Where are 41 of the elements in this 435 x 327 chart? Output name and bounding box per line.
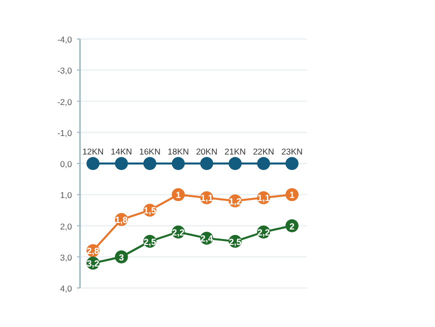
- y-tick-label: 3,0: [60, 252, 72, 262]
- point: [86, 157, 100, 170]
- data-label: 1,5: [144, 206, 156, 216]
- y-tick-label: -2,0: [57, 96, 72, 107]
- x-tick-label: 21KN: [224, 146, 246, 156]
- point: [228, 157, 242, 170]
- point: [172, 157, 185, 170]
- data-label: 1: [289, 190, 295, 200]
- data-label: 3: [118, 252, 124, 262]
- x-tick-label: 14KN: [110, 146, 132, 156]
- data-label: 2,5: [228, 236, 242, 247]
- x-tick-label: 20KN: [196, 146, 218, 156]
- data-label: 1,8: [115, 215, 128, 226]
- point: [200, 157, 214, 170]
- x-tick-label: 12KN: [82, 146, 104, 156]
- y-tick-label: 0,0: [60, 159, 72, 169]
- point: [114, 157, 128, 170]
- x-tick-label: 22KN: [252, 146, 274, 156]
- data-label: 1: [176, 190, 181, 200]
- data-label: 2,4: [200, 234, 213, 244]
- point: [257, 157, 270, 170]
- data-label: 2: [289, 221, 295, 232]
- y-tick-label: -3,0: [57, 66, 72, 76]
- data-label: 1,1: [200, 193, 213, 204]
- y-tick-label: 2,0: [60, 221, 72, 232]
- data-label: 2,8: [86, 246, 100, 256]
- data-label: 2,2: [172, 227, 185, 238]
- x-tick-label: 16KN: [139, 146, 160, 156]
- data-label: 1,2: [228, 196, 242, 206]
- y-tick-label: 1,0: [60, 190, 72, 200]
- point: [286, 157, 298, 170]
- y-tick-label: -1,0: [57, 128, 72, 138]
- point: [143, 157, 156, 170]
- data-label: 2,5: [144, 236, 156, 247]
- data-label: 2,2: [257, 227, 270, 238]
- data-label: 3,2: [86, 258, 100, 269]
- data-label: 1,1: [257, 193, 270, 204]
- x-tick-label: 18KN: [168, 146, 189, 156]
- x-tick-label: 23KN: [281, 146, 303, 156]
- y-tick-label: 4,0: [60, 284, 72, 294]
- y-tick-label: -4,0: [57, 34, 72, 44]
